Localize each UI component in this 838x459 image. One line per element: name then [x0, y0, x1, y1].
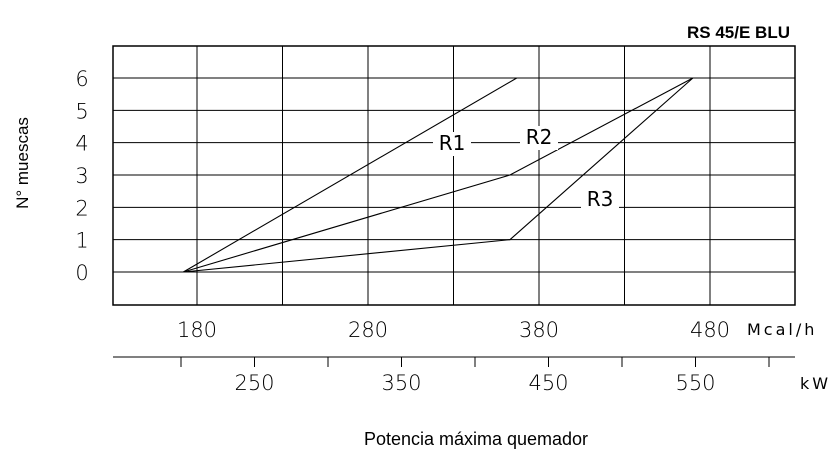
series-layer: [183, 77, 694, 273]
series-label-bg: [581, 188, 619, 212]
y-tick-label: 3: [75, 164, 88, 188]
x2-tick-label: 450: [528, 371, 568, 395]
y-tick-label: 5: [75, 99, 88, 123]
series-label-r3: R3: [587, 187, 614, 211]
x-tick-labels: 180 280 380 480: [177, 318, 730, 342]
x2-tick-label: 550: [675, 371, 715, 395]
series-labels: R1 R2 R3: [433, 125, 619, 212]
series-line-r2: [183, 77, 694, 273]
x-tick-label: 380: [519, 318, 559, 342]
y-tick-labels: 0 1 2 3 4 5 6: [75, 67, 88, 285]
series-label-bg: [433, 132, 471, 156]
x-tick-label: 180: [177, 318, 217, 342]
series-line-r1: [183, 77, 518, 273]
chart-title: RS 45/E BLU: [687, 23, 790, 42]
x-unit-label: Mcal/h: [747, 320, 817, 339]
y-tick-label: 0: [75, 261, 88, 285]
grid: [113, 46, 795, 305]
series-label-r2: R2: [526, 125, 553, 149]
series-label-bg: [520, 126, 558, 150]
x2-tick-label: 350: [381, 371, 421, 395]
y-axis-label: N° muescas: [13, 117, 32, 209]
secondary-x-tick-labels: 250 350 450 550: [180, 357, 770, 395]
x2-tick-label: 250: [234, 371, 274, 395]
x2-unit-label: kW: [800, 374, 831, 393]
x-axis-label: Potencia máxima quemador: [364, 429, 588, 449]
y-tick-label: 1: [75, 229, 88, 253]
y-tick-label: 6: [75, 67, 88, 91]
y-tick-label: 4: [75, 132, 88, 156]
series-label-r1: R1: [439, 131, 466, 155]
x-tick-label: 280: [348, 318, 388, 342]
plot-frame: [112, 45, 796, 306]
x-tick-label: 480: [690, 318, 730, 342]
series-line-r3: [183, 77, 694, 273]
y-tick-label: 2: [75, 196, 88, 220]
